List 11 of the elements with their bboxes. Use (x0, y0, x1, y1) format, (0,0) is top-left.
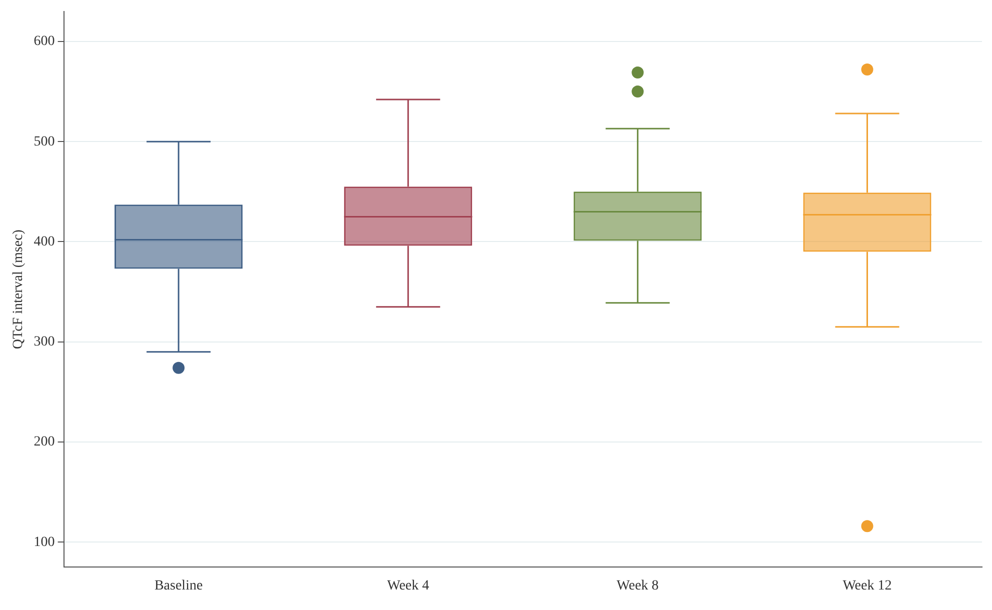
y-axis-title: QTcF interval (msec) (11, 229, 26, 350)
y-tick-label: 500 (34, 134, 55, 150)
x-tick-label: Week 8 (616, 578, 659, 594)
y-tick-label: 600 (34, 34, 55, 50)
x-tick-label: Week 12 (842, 578, 892, 594)
y-tick-label: 400 (34, 234, 55, 250)
x-tick-label: Week 4 (387, 578, 430, 594)
y-tick-label: 200 (34, 434, 55, 450)
y-tick-label: 300 (34, 334, 55, 350)
x-tick-label: Baseline (154, 578, 203, 594)
y-tick-label: 100 (34, 534, 55, 550)
